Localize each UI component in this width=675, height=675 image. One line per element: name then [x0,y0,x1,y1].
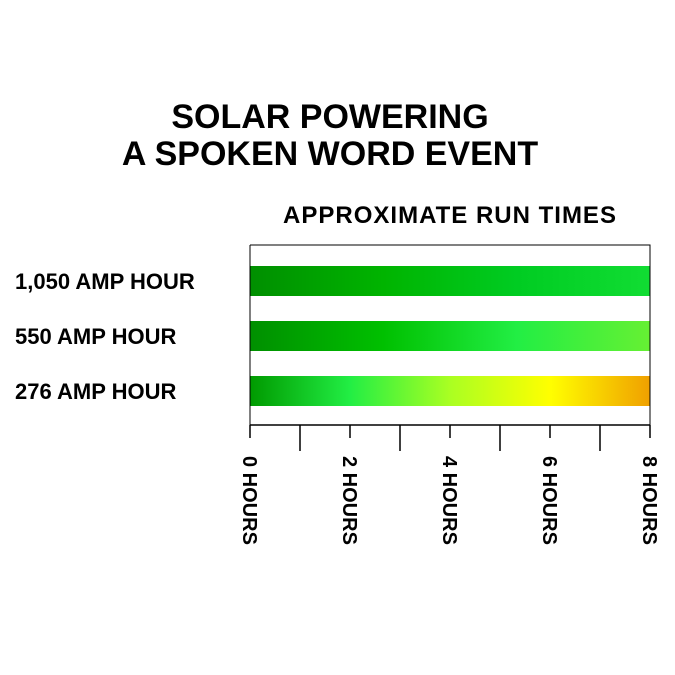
bar-0 [250,266,650,296]
x-tick-label-3: 6 HOURS [538,456,560,545]
x-tick-label-0: 0 HOURS [238,456,260,545]
bar-2 [250,376,650,406]
category-label-1: 550 AMP HOUR [15,324,176,349]
category-label-0: 1,050 AMP HOUR [15,269,195,294]
x-tick-label-1: 2 HOURS [338,456,360,545]
x-tick-label-4: 8 HOURS [638,456,660,545]
x-tick-label-2: 4 HOURS [438,456,460,545]
bar-1 [250,321,650,351]
chart-title: APPROXIMATE RUN TIMES [283,202,617,229]
plot-frame [249,244,651,425]
page-title-line-2: A SPOKEN WORD EVENT [121,135,539,173]
category-label-2: 276 AMP HOUR [15,379,176,404]
page-title-line-1: SOLAR POWERING [171,98,489,136]
